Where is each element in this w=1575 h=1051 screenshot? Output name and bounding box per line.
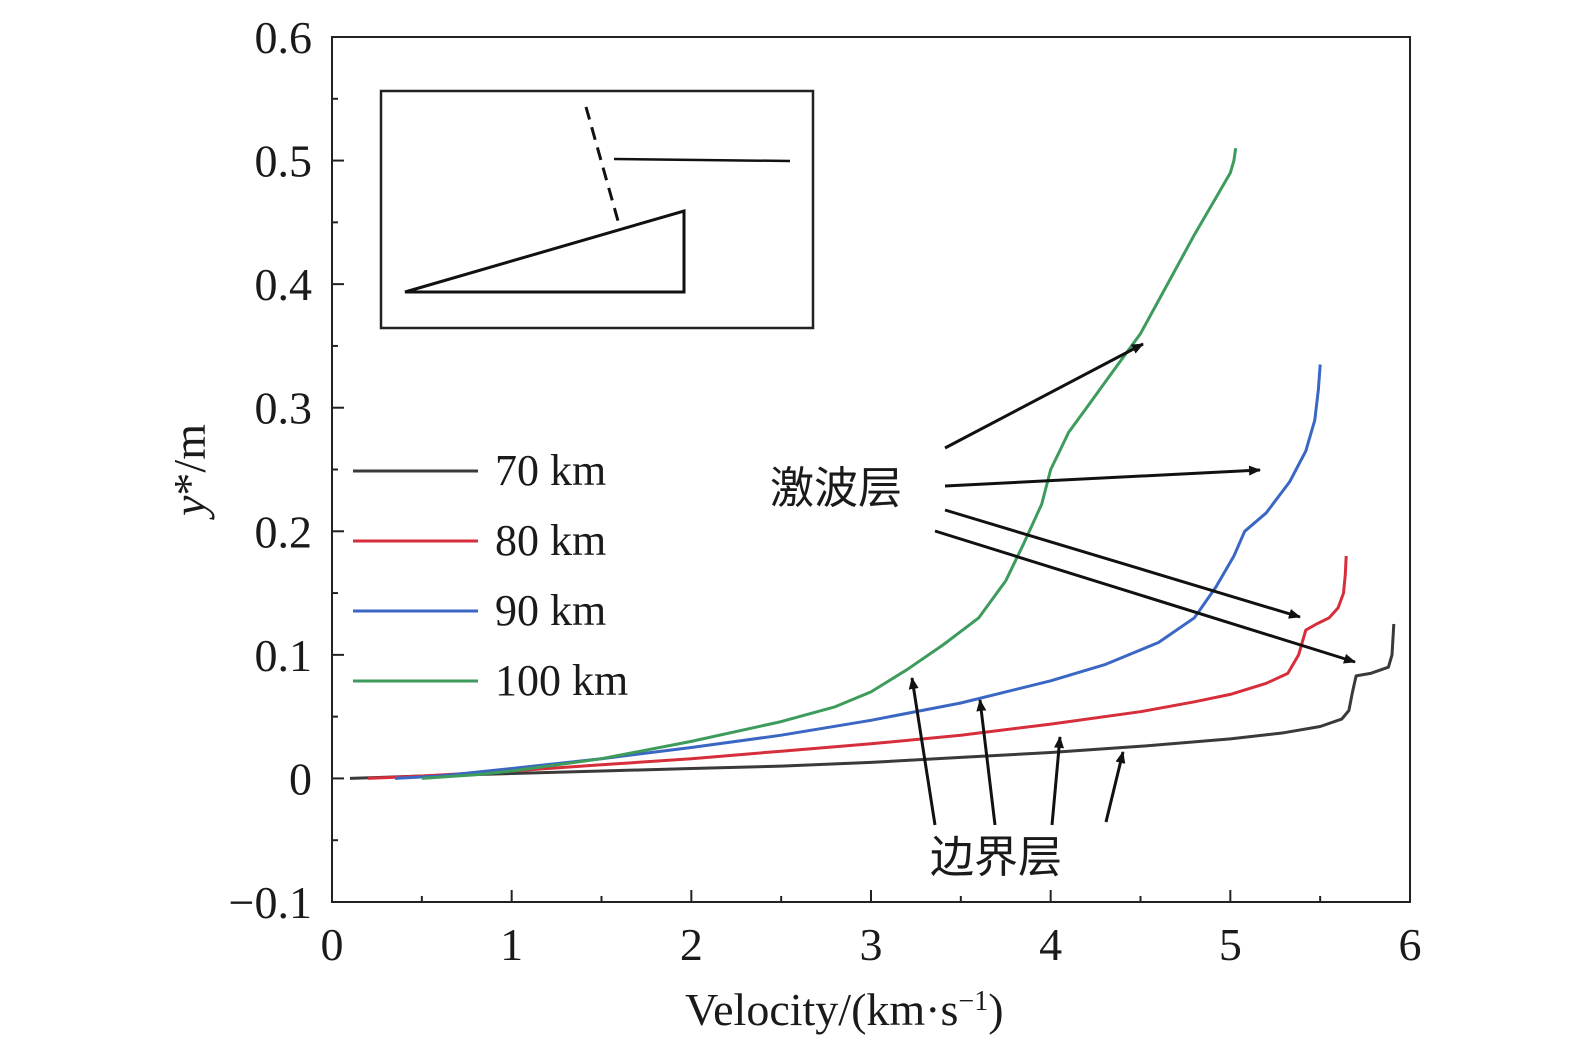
shock-arrow-70km — [934, 529, 1356, 664]
series-line-90km — [394, 364, 1322, 780]
y-tick-label: 0.5 — [255, 136, 313, 187]
y-axis-label: y*/m — [164, 424, 215, 520]
shock-layer-label: 激波层 — [770, 463, 902, 514]
shock-arrow-100km — [944, 342, 1144, 450]
shock-arrow-80km — [944, 508, 1301, 619]
legend: 70 km 80 km 90 km 100 km — [353, 446, 628, 705]
boundary-arrow-90km — [976, 699, 997, 826]
y-tick-label: 0.6 — [255, 12, 313, 63]
series-line-100km — [421, 147, 1238, 780]
inset-wedge — [404, 209, 686, 294]
series-line-70km — [349, 623, 1396, 780]
x-tick-label: 0 — [321, 919, 344, 970]
x-tick-labels: 0 1 2 3 4 5 6 — [321, 919, 1422, 970]
shock-layer-annotation: 激波层 — [770, 342, 1356, 664]
y-tick-labels: −0.1 0 0.1 0.2 0.3 0.4 0.5 0.6 — [229, 12, 312, 928]
series-lines — [349, 147, 1396, 780]
legend-label-90km: 90 km — [495, 586, 606, 635]
inset-shock-dashed-line — [584, 106, 622, 229]
y-tick-label: −0.1 — [229, 877, 312, 928]
y-tick-label: 0.4 — [255, 259, 313, 310]
inset-frame — [379, 89, 815, 330]
inset-flow-line — [613, 157, 791, 163]
legend-label-80km: 80 km — [495, 516, 606, 565]
y-tick-label: 0.1 — [255, 630, 313, 681]
legend-label-100km: 100 km — [495, 656, 628, 705]
x-tick-label: 4 — [1039, 919, 1062, 970]
y-tick-label: 0 — [289, 753, 312, 804]
x-axis-label: Velocity/(km·s−1) — [685, 984, 1004, 1035]
y-tick-label: 0.3 — [255, 383, 313, 434]
boundary-arrow-70km — [1104, 751, 1126, 823]
axis-ticks — [331, 36, 1411, 903]
x-tick-label: 1 — [500, 919, 523, 970]
shock-arrow-90km — [944, 465, 1261, 488]
x-tick-label: 3 — [860, 919, 883, 970]
series-line-80km — [367, 555, 1348, 780]
y-tick-label: 0.2 — [255, 506, 313, 557]
boundary-layer-annotation: 边界层 — [908, 677, 1126, 883]
x-tick-label: 2 — [680, 919, 703, 970]
boundary-arrow-80km — [1050, 736, 1064, 826]
legend-label-70km: 70 km — [495, 446, 606, 495]
inset-schematic — [379, 89, 815, 330]
boundary-arrow-100km — [908, 677, 937, 826]
x-tick-label: 6 — [1399, 919, 1422, 970]
boundary-layer-label: 边界层 — [930, 832, 1062, 883]
x-tick-label: 5 — [1219, 919, 1242, 970]
